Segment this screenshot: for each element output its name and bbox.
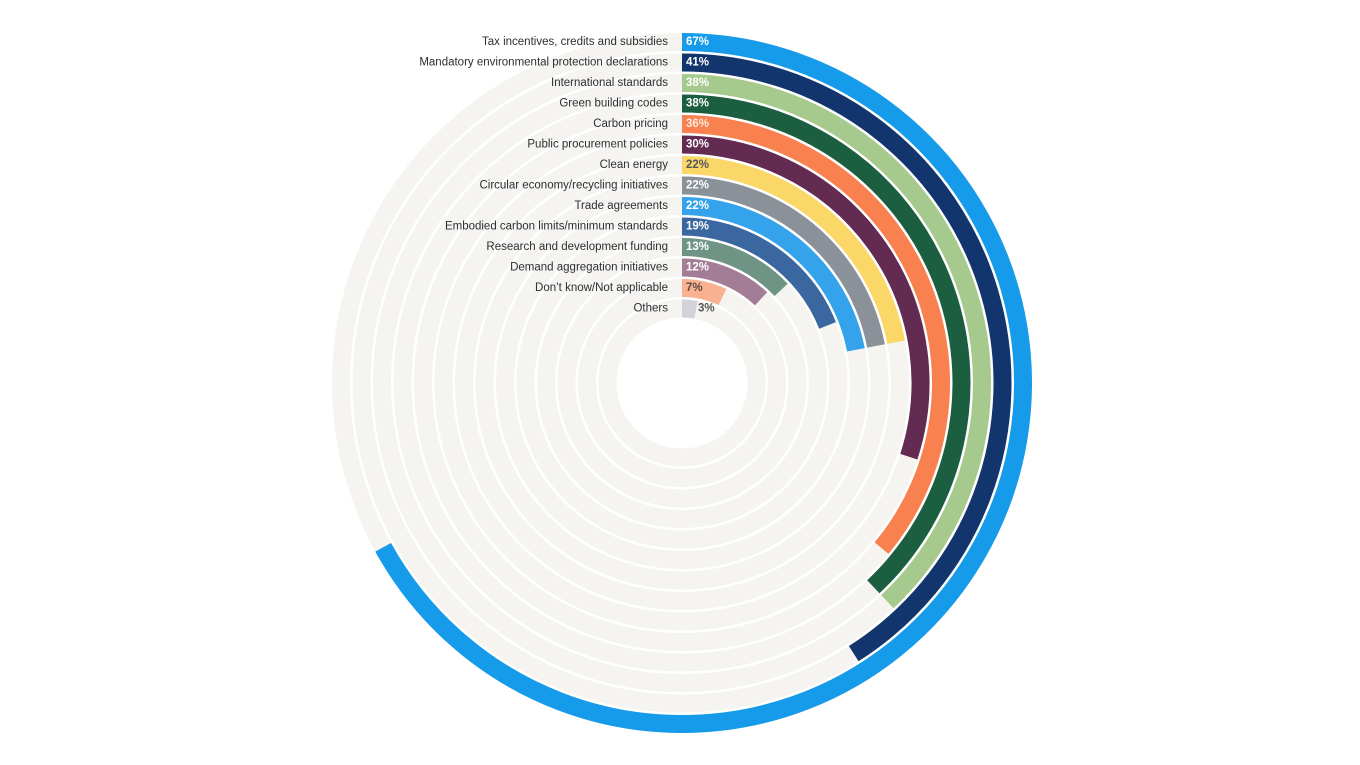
value-label: 38% [686,77,709,89]
category-label: Tax incentives, credits and subsidies [482,36,668,48]
category-label: Public procurement policies [527,139,668,151]
category-label: Others [633,303,668,315]
bar-arc [681,135,930,460]
value-label: 3% [698,303,715,315]
bar-arc [681,279,727,306]
ring-track [598,299,766,467]
category-label: Green building codes [559,98,668,110]
category-label: Carbon pricing [593,118,668,130]
bar-arc [681,53,1012,662]
value-label: 22% [686,180,709,192]
bar-arc [681,217,836,329]
value-label: 13% [686,241,709,253]
bar-arc [681,299,698,319]
bar-arc [681,115,950,554]
category-label: Circular economy/recycling initiatives [479,180,668,192]
bar-arc [375,33,1032,733]
value-label: 22% [686,200,709,212]
bar-arc [681,94,971,594]
category-label: Don’t know/Not applicable [535,282,668,294]
value-label: 67% [686,36,709,48]
category-label: Embodied carbon limits/minimum standards [445,221,668,233]
bar-arc [681,258,768,306]
bar-arc [681,197,865,352]
value-label: 7% [686,282,703,294]
category-label: Clean energy [600,159,669,171]
category-label: Demand aggregation initiatives [510,262,668,274]
category-label: Mandatory environmental protection decla… [419,57,668,69]
bar-arc [681,74,991,609]
value-label: 19% [686,221,709,233]
category-label: International standards [551,77,668,89]
value-label: 22% [686,159,709,171]
value-label: 36% [686,118,709,130]
category-label: Research and development funding [486,241,668,253]
bar-arc [681,176,885,348]
value-label: 38% [686,98,709,110]
value-label: 41% [686,57,709,69]
bar-arc [681,156,905,344]
category-label: Trade agreements [574,200,668,212]
value-label: 30% [686,139,709,151]
value-label: 12% [686,262,709,274]
bar-arc [681,238,788,297]
